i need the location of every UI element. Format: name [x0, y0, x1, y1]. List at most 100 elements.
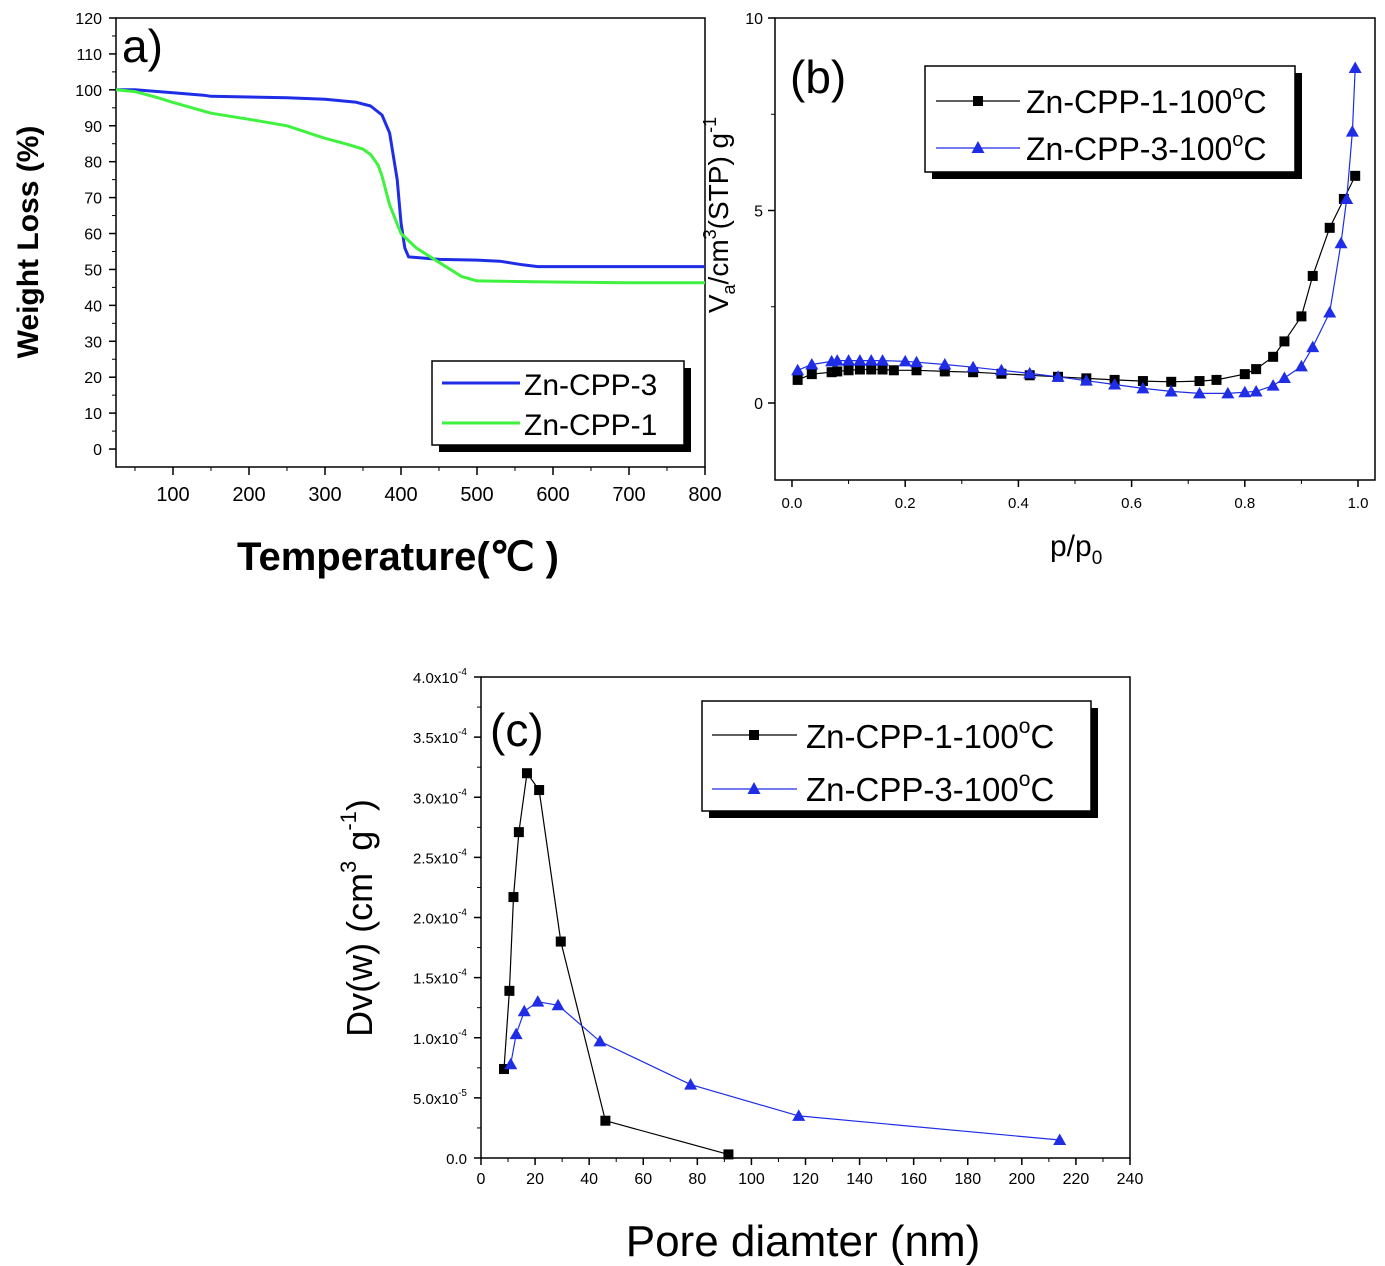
- panel-a-legend-box: [431, 360, 685, 446]
- panel-b-x-tick-label: 0.2: [895, 495, 916, 512]
- panel-c-x-tick-label: 60: [634, 1171, 652, 1188]
- panel-c-axis-ticks: 0 20 40 60 80 100 120 140 160 180 200 220 240 0.0 5.0x…: [413, 667, 1143, 1188]
- panel-c-legend-marker-square: [749, 730, 759, 740]
- panel-c-x-tick-label: 20: [526, 1171, 544, 1188]
- panel-b-point-triangle: [876, 354, 890, 366]
- panel-b-label: (b): [790, 51, 846, 103]
- panel-c-y-tick-label: 4.0x10-4: [413, 667, 467, 687]
- panel-b-point-square: [1296, 311, 1307, 322]
- panel-c-point-triangle: [792, 1109, 806, 1121]
- panel-a-series-lines: [115, 88, 705, 285]
- panel-c-x-tick-label: 120: [792, 1171, 819, 1188]
- panel-c-point-square: [513, 827, 524, 838]
- panel-a-x-tick-label: 600: [536, 484, 569, 506]
- panel-b-point-square: [1324, 222, 1335, 233]
- panel-b-point-square: [843, 365, 854, 376]
- panel-b-point-square: [1166, 376, 1177, 387]
- panel-b-point-square: [792, 374, 803, 385]
- panel-c-x-axis-label: Pore diamter (nm): [626, 1217, 981, 1266]
- panel-b-point-square: [877, 364, 888, 375]
- panel-b-x-axis-label: p/p0: [1050, 530, 1102, 569]
- panel-c-x-tick-label: 220: [1063, 1171, 1090, 1188]
- panel-c-x-tick-label: 180: [954, 1171, 981, 1188]
- panel-b-point-triangle: [1164, 384, 1178, 397]
- panel-c-x-tick-label: 0: [477, 1171, 486, 1188]
- panel-a-legend-label-zn-cpp-3: Zn-CPP-3: [524, 369, 657, 402]
- panel-a-x-tick-label: 500: [460, 484, 493, 506]
- panel-b-point-triangle: [1306, 340, 1320, 353]
- panel-b-point-triangle: [853, 354, 867, 366]
- panel-c-point-square: [504, 985, 515, 996]
- panel-a-x-tick-label: 400: [384, 484, 417, 506]
- panel-a-plot-frame: [115, 17, 706, 468]
- panel-c-x-tick-label: 240: [1117, 1171, 1144, 1188]
- panel-b-point-square: [806, 369, 817, 380]
- panel-c-x-tick-label: 80: [688, 1171, 706, 1188]
- panel-b-point-triangle: [791, 363, 805, 376]
- panel-a-y-tick-label: 30: [84, 334, 102, 351]
- panel-b-point-triangle: [966, 360, 980, 373]
- panel-c-y-tick-label: 2.5x10-4: [413, 847, 467, 867]
- panel-b-y-axis-label: Va/cm3(STP) g-1: [700, 117, 739, 313]
- panel-a-y-tick-label: 20: [84, 370, 102, 387]
- panel-b-point-square: [1239, 369, 1250, 380]
- panel-a-x-axis-label: Temperature(℃ ): [237, 535, 559, 579]
- panel-c-x-tick-label: 100: [738, 1171, 765, 1188]
- panel-c-y-tick-label: 5.0x10-5: [413, 1088, 467, 1108]
- panel-c-point-triangle: [551, 998, 565, 1011]
- panel-c-y-tick-label: 2.0x10-4: [413, 908, 467, 928]
- panel-a-series-line-zn-cpp-1: [115, 88, 705, 285]
- panel-a-axis-ticks: 100 200 300 400 500 600 700 800 0 10 20 30 40 50 60 70 8…: [75, 11, 721, 506]
- panel-a-y-axis-label: Weight Loss (%): [12, 126, 45, 359]
- panel-b-point-triangle: [805, 358, 819, 370]
- panel-b-point-square: [832, 366, 843, 377]
- panel-b-point-square: [1307, 270, 1318, 281]
- panel-c-pore-distribution-chart: 0 20 40 60 80 100 120 140 160 180 200 220 240 0.0 5.0x…: [336, 667, 1143, 1266]
- panel-a-y-tick-label: 80: [84, 155, 102, 172]
- panel-a-y-tick-label: 110: [76, 47, 102, 64]
- panel-b-y-tick-label: 5: [754, 204, 763, 221]
- panel-c-point-square: [555, 936, 566, 947]
- panel-b-x-tick-label: 1.0: [1348, 495, 1369, 512]
- panel-c-point-triangle: [593, 1034, 607, 1047]
- panel-b-point-square: [1350, 170, 1361, 181]
- panel-a-x-tick-label: 300: [308, 484, 341, 506]
- panel-a-x-tick-label: 700: [612, 484, 645, 506]
- panel-b-point-square: [826, 367, 837, 378]
- panel-b-point-triangle: [1340, 192, 1354, 204]
- panel-b-point-triangle: [1294, 359, 1308, 372]
- panel-b-x-tick-label: 0.8: [1234, 495, 1255, 512]
- panel-c-y-tick-label: 1.5x10-4: [413, 968, 467, 988]
- panel-b-point-triangle: [1108, 378, 1122, 390]
- panel-c-x-tick-label: 40: [580, 1171, 598, 1188]
- panel-b-legend-label-zn-cpp-3: Zn-CPP-3-100oC: [1026, 129, 1267, 167]
- panel-a-x-tick-label: 100: [156, 484, 189, 506]
- panel-b-point-square: [939, 366, 950, 377]
- panel-a-y-tick-label: 70: [84, 191, 102, 208]
- panel-a-legend: Zn-CPP-3 Zn-CPP-1: [431, 360, 691, 452]
- panel-a-y-tick-label: 10: [84, 406, 102, 423]
- panel-b-point-triangle: [1238, 385, 1252, 398]
- panel-c-legend: Zn-CPP-1-100oC Zn-CPP-3-100oC: [701, 700, 1098, 818]
- panel-c-y-axis-label: Dv(w) (cm3 g-1): [336, 799, 380, 1037]
- panel-b-point-triangle: [994, 363, 1008, 376]
- panel-b-legend-marker-triangle: [971, 141, 985, 153]
- panel-b-point-square: [968, 367, 979, 378]
- panel-b-point-triangle: [938, 358, 952, 370]
- panel-c-x-tick-label: 200: [1008, 1171, 1035, 1188]
- panel-b-legend-box: [924, 65, 1296, 173]
- panel-a-tga-chart: 100 200 300 400 500 600 700 800 0 10 20 30 40 50 60 70 8…: [12, 11, 722, 579]
- panel-c-legend-box: [701, 700, 1092, 812]
- panel-a-label: a): [122, 20, 163, 72]
- panel-c-label: (c): [490, 704, 544, 756]
- panel-a-y-tick-label: 60: [84, 227, 102, 244]
- panel-c-y-tick-label: 3.5x10-4: [413, 727, 467, 747]
- panel-b-point-square: [1251, 364, 1262, 375]
- panel-c-x-tick-label: 140: [846, 1171, 873, 1188]
- panel-a-y-tick-label: 90: [84, 119, 102, 136]
- panel-c-point-triangle: [684, 1078, 698, 1090]
- panel-a-legend-label-zn-cpp-1: Zn-CPP-1: [524, 409, 657, 442]
- panel-b-point-triangle: [1079, 374, 1093, 386]
- panel-b-legend-marker-square: [973, 96, 983, 106]
- panel-b-point-square: [866, 364, 877, 375]
